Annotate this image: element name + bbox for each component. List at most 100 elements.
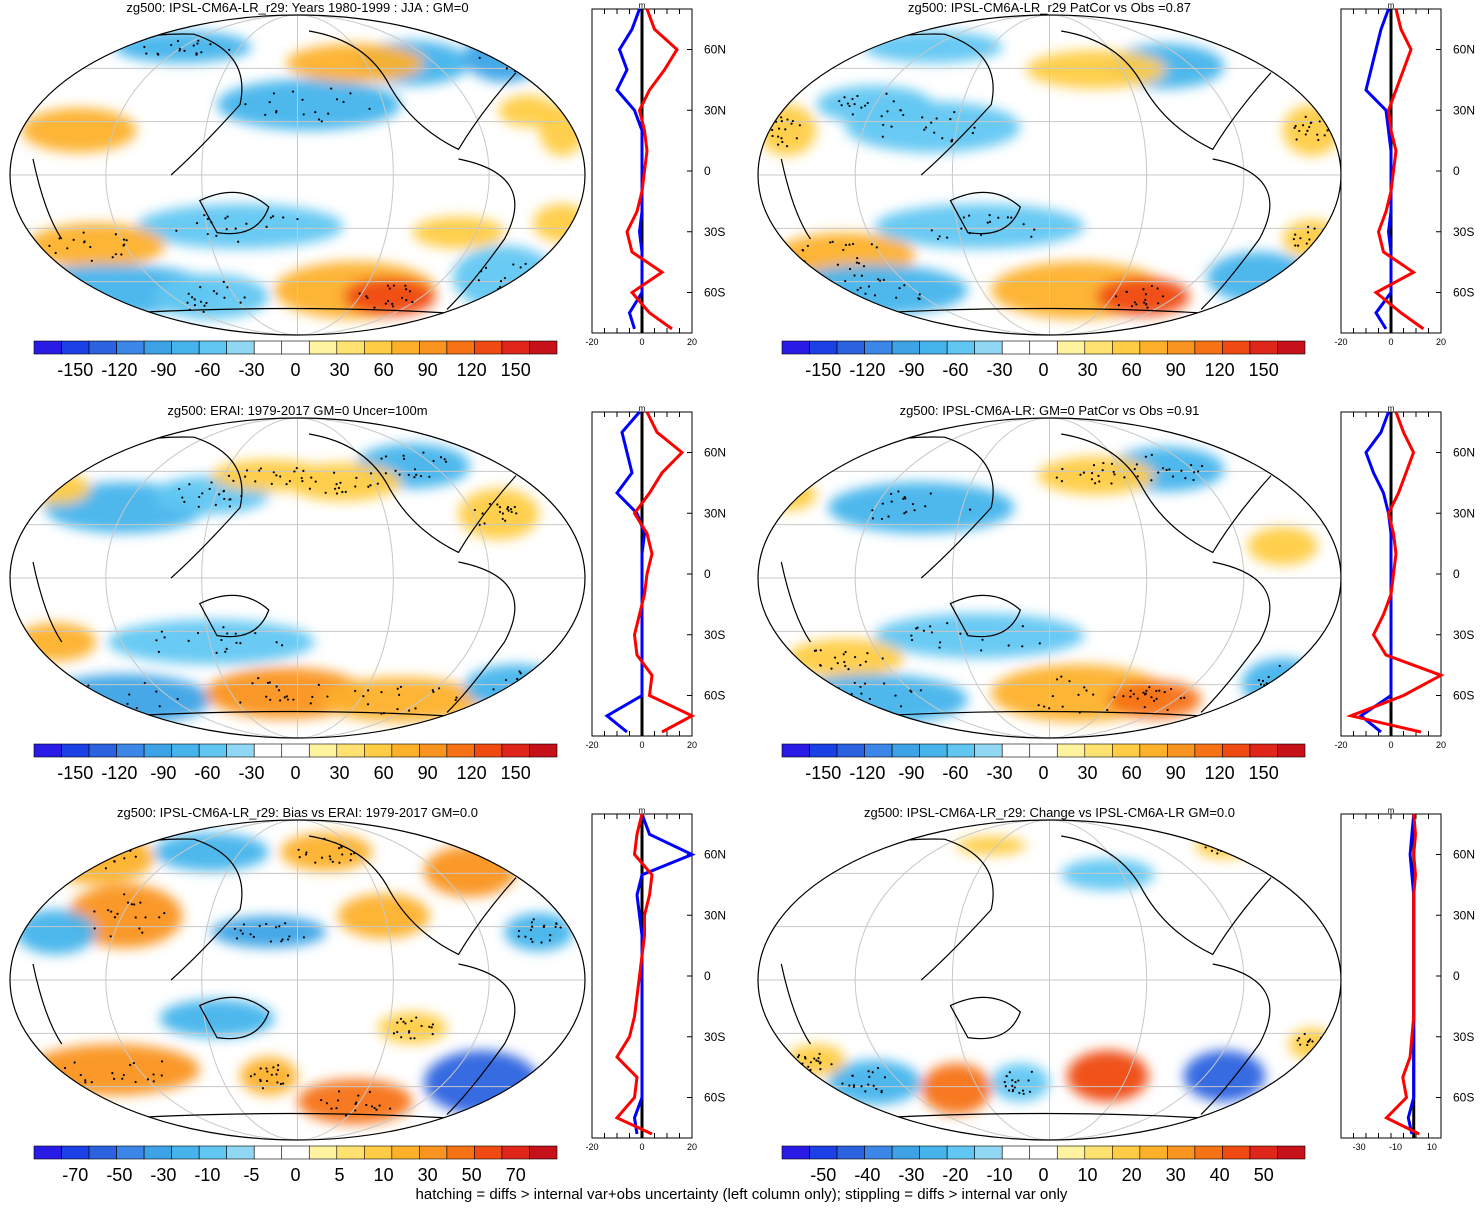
colorbar-swatch <box>171 743 200 758</box>
zonal-y-tick-label: 60S <box>704 689 725 703</box>
colorbar-swatch <box>391 340 420 355</box>
colorbar-swatch <box>116 743 145 758</box>
colorbar-swatch <box>1277 340 1306 355</box>
colorbar-tick-label: -30 <box>238 763 264 783</box>
anomaly-region <box>424 1050 539 1115</box>
colorbar-swatch <box>33 743 62 758</box>
colorbar-swatch <box>1139 1145 1168 1160</box>
colorbar-tick-label: 0 <box>1038 360 1048 380</box>
colorbar-tick-label: -150 <box>805 763 841 783</box>
colorbar-tick-label: 90 <box>1166 763 1186 783</box>
zonal-y-tick-label: 60S <box>1453 286 1474 300</box>
colorbar-tick-label: 10 <box>1078 1165 1098 1185</box>
colorbar-swatch <box>864 743 893 758</box>
panel-4: zg500: IPSL-CM6A-LR: GM=0 PatCor vs Obs … <box>757 403 1475 783</box>
anomaly-region <box>136 203 344 249</box>
zonal-red-series <box>632 411 696 734</box>
colorbar-tick-label: 30 <box>330 763 350 783</box>
colorbar-swatch <box>1112 1145 1141 1160</box>
colorbar-swatch <box>116 340 145 355</box>
map-title: zg500: ERAI: 1979-2017 GM=0 Uncer=100m <box>167 403 427 418</box>
colorbar-tick-label: -30 <box>986 360 1012 380</box>
zonal-blue-series <box>632 813 696 1135</box>
colorbar-tick-label: 120 <box>457 360 487 380</box>
colorbar-tick-label: -30 <box>898 1165 924 1185</box>
anomaly-region <box>38 674 212 726</box>
australia-coastline <box>198 594 270 638</box>
colorbar-tick-label: 150 <box>1249 360 1279 380</box>
panel-3: zg500: ERAI: 1979-2017 GM=0 Uncer=100m -1… <box>9 403 726 783</box>
zonal-y-tick-label: 30S <box>704 628 725 642</box>
colorbar-swatch <box>1056 1145 1086 1160</box>
zonal-y-tick-label: 30S <box>1453 1030 1474 1044</box>
zonal-y-tick-label: 60S <box>704 286 725 300</box>
zonal-y-tick-label: 30N <box>704 103 726 117</box>
colorbar: -150 -120 -90 -60 -30 0 30 60 90 120 150 <box>33 340 558 380</box>
anomaly-region <box>153 274 269 319</box>
zonal-unit: m <box>639 1 646 10</box>
anomaly-region <box>464 30 545 83</box>
colorbar-swatch <box>364 1145 393 1160</box>
colorbar-swatch <box>143 340 172 355</box>
colorbar-swatch <box>501 743 530 758</box>
footnote: hatching = diffs > internal var+obs unce… <box>415 1186 1068 1203</box>
colorbar-tick-label: 0 <box>290 763 300 783</box>
colorbar-tick-label: -90 <box>150 763 176 783</box>
meridian-line <box>297 820 394 1140</box>
colorbar-tick-label: -150 <box>57 360 93 380</box>
zonal-y-tick-label: 0 <box>704 969 711 983</box>
colorbar-tick-label: 20 <box>1122 1165 1142 1185</box>
anomaly-region <box>1282 104 1341 156</box>
colorbar-tick-label: -50 <box>810 1165 836 1185</box>
zonal-x-tick-label: 20 <box>687 1142 697 1152</box>
colorbar-swatch <box>836 1145 865 1160</box>
colorbar-swatch <box>1139 743 1168 758</box>
colorbar: -50 -40 -30 -20 -10 0 10 20 30 40 50 <box>781 1145 1306 1185</box>
colorbar-tick-label: 90 <box>418 763 438 783</box>
colorbar-swatch <box>1194 1145 1223 1160</box>
meridian-line <box>201 418 298 738</box>
anomaly-region <box>874 203 1085 249</box>
colorbar-swatch <box>1056 340 1086 355</box>
zonal-y-tick-label: 30S <box>704 225 725 239</box>
meridian-line <box>854 15 1050 335</box>
south-america-coastline <box>1200 561 1271 713</box>
colorbar: -150 -120 -90 -60 -30 0 30 60 90 120 150 <box>33 743 558 783</box>
africa-coastline <box>780 963 811 1045</box>
zonal-x-tick-label: 20 <box>1436 740 1446 750</box>
meridian-line <box>1049 820 1148 1140</box>
zonal-y-tick-label: 30N <box>1453 506 1475 520</box>
meridian-line <box>1049 15 1148 335</box>
anomaly-region <box>874 613 1085 658</box>
colorbar-tick-label: 120 <box>457 763 487 783</box>
panel-6: zg500: IPSL-CM6A-LR_r29: Change vs IPSL-… <box>757 805 1475 1185</box>
zonal-x-tick-label: -20 <box>585 740 598 750</box>
zonal-y-tick-label: 60N <box>704 848 726 862</box>
zonal-y-tick-label: 60N <box>1453 446 1475 460</box>
anomaly-region <box>781 674 968 726</box>
anomaly-region <box>1066 1050 1149 1102</box>
colorbar-swatch <box>226 340 255 355</box>
anomaly-region <box>1288 1028 1336 1060</box>
colorbar-swatch <box>1167 340 1196 355</box>
colorbar-swatch <box>253 743 283 758</box>
zonal-red-series <box>1345 411 1445 734</box>
zonal-mean-plot: m -30 -10 10 60N 30N 0 30S 60S <box>1340 806 1475 1152</box>
anomaly-region <box>464 664 568 710</box>
australia-coastline <box>949 594 1022 638</box>
anomaly-region <box>827 482 1015 534</box>
colorbar-tick-label: 120 <box>1205 763 1235 783</box>
panel-2: zg500: IPSL-CM6A-LR_r29 PatCor vs Obs =0… <box>757 0 1475 380</box>
anomaly-region <box>15 909 97 955</box>
colorbar-swatch <box>143 1145 172 1160</box>
colorbar-tick-label: 90 <box>1166 360 1186 380</box>
zonal-x-tick-label: -30 <box>1353 1142 1366 1152</box>
colorbar-swatch <box>809 1145 838 1160</box>
australia-coastline <box>949 191 1022 235</box>
colorbar-tick-label: 0 <box>1038 763 1048 783</box>
colorbar-swatch <box>781 743 810 758</box>
map-field <box>758 418 1341 738</box>
colorbar-tick-label: -60 <box>942 360 968 380</box>
colorbar-swatch <box>446 1145 475 1160</box>
